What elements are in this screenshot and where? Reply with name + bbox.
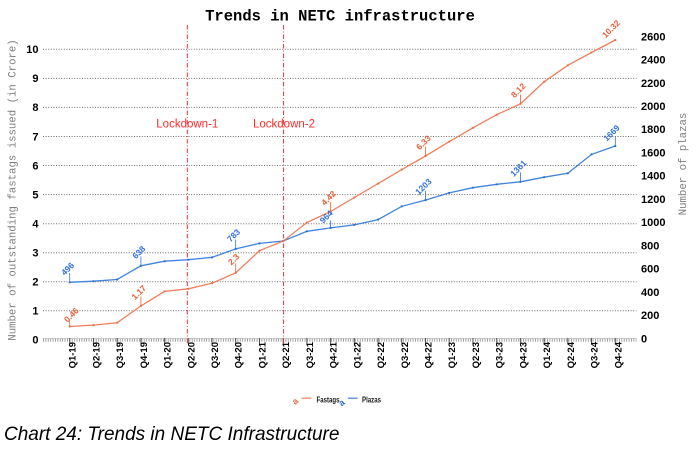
svg-text:Q2-23: Q2-23 — [471, 342, 482, 368]
svg-text:7: 7 — [32, 131, 38, 143]
svg-text:Q1-23: Q1-23 — [447, 342, 458, 368]
svg-text:1200: 1200 — [641, 194, 665, 206]
svg-text:4: 4 — [32, 219, 39, 231]
svg-text:2600: 2600 — [641, 31, 665, 43]
svg-text:Q3-22: Q3-22 — [400, 342, 411, 368]
svg-text:Q4-22: Q4-22 — [424, 342, 435, 368]
svg-text:Q3-23: Q3-23 — [495, 342, 506, 368]
svg-text:0: 0 — [641, 333, 647, 345]
svg-text:Fastags: Fastags — [317, 395, 340, 405]
svg-text:Q4-19: Q4-19 — [139, 342, 150, 368]
svg-text:10: 10 — [26, 44, 38, 56]
svg-text:Q2-19: Q2-19 — [91, 342, 102, 368]
svg-text:Q4-21: Q4-21 — [329, 341, 340, 368]
svg-text:Q4-24: Q4-24 — [613, 341, 624, 368]
svg-text:1800: 1800 — [641, 124, 665, 136]
svg-text:0: 0 — [32, 335, 38, 347]
svg-text:Q2-20: Q2-20 — [186, 342, 197, 368]
svg-text:Chart 24: Trends in NETC Infra: Chart 24: Trends in NETC Infrastructure — [4, 424, 339, 445]
svg-text:6: 6 — [32, 160, 38, 172]
svg-text:Q1-19: Q1-19 — [68, 342, 79, 368]
svg-text:1600: 1600 — [641, 148, 665, 160]
svg-text:2000: 2000 — [641, 101, 665, 113]
svg-text:Q3-24: Q3-24 — [590, 341, 601, 368]
svg-text:Q3-21: Q3-21 — [305, 341, 316, 368]
svg-text:Number of plazas: Number of plazas — [678, 113, 690, 216]
svg-text:1400: 1400 — [641, 171, 665, 183]
svg-text:3: 3 — [32, 248, 38, 260]
svg-text:Lockdown-2: Lockdown-2 — [253, 119, 315, 131]
svg-text:a: a — [336, 397, 347, 409]
svg-text:Q2-21: Q2-21 — [281, 341, 292, 368]
svg-text:200: 200 — [641, 310, 659, 322]
svg-text:5: 5 — [32, 189, 38, 201]
svg-text:2200: 2200 — [641, 78, 665, 90]
svg-text:800: 800 — [641, 240, 659, 252]
svg-text:Q1-24: Q1-24 — [542, 341, 553, 368]
svg-text:Trends in NETC infrastructure: Trends in NETC infrastructure — [205, 8, 475, 26]
svg-text:Q4-23: Q4-23 — [518, 342, 529, 368]
svg-text:Q2-22: Q2-22 — [376, 342, 387, 368]
svg-text:a: a — [290, 395, 301, 407]
svg-text:Q1-22: Q1-22 — [352, 342, 363, 368]
svg-text:600: 600 — [641, 264, 659, 276]
svg-text:Q1-20: Q1-20 — [163, 342, 174, 368]
svg-text:Plazas: Plazas — [362, 395, 381, 405]
svg-text:Number of outstanding fastags: Number of outstanding fastags issued (in… — [8, 39, 20, 340]
svg-text:Lockdown-1: Lockdown-1 — [156, 119, 218, 131]
svg-text:1000: 1000 — [641, 217, 665, 229]
svg-text:2400: 2400 — [641, 55, 665, 67]
svg-text:1: 1 — [32, 306, 38, 318]
svg-text:400: 400 — [641, 287, 659, 299]
svg-text:Q1-21: Q1-21 — [258, 341, 269, 368]
svg-text:Q3-20: Q3-20 — [210, 342, 221, 368]
svg-text:Q4-20: Q4-20 — [234, 342, 245, 368]
svg-text:9: 9 — [32, 73, 38, 85]
svg-text:Q2-24: Q2-24 — [566, 341, 577, 368]
svg-text:2: 2 — [32, 277, 38, 289]
svg-text:Q3-19: Q3-19 — [115, 342, 126, 368]
svg-text:8: 8 — [32, 102, 38, 114]
